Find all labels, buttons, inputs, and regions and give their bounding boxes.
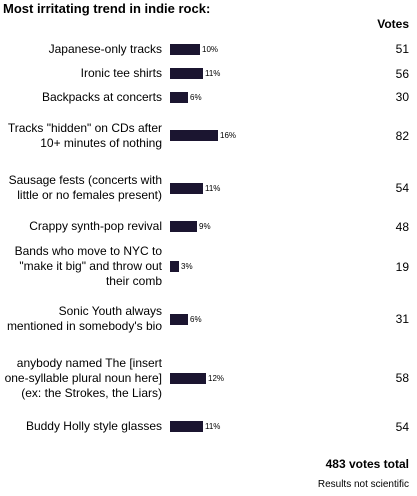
table-row: Tracks "hidden" on CDs after 10+ minutes… <box>0 109 417 162</box>
option-label-cell: Ironic tee shirts <box>0 62 162 85</box>
percent-label: 11% <box>205 422 221 431</box>
bar-cell: 6% <box>170 294 202 344</box>
percent-label: 11% <box>205 183 221 193</box>
result-bar <box>170 421 203 432</box>
vote-count: 30 <box>395 90 409 104</box>
vote-count: 54 <box>395 419 409 434</box>
bar-cell: 11% <box>170 412 220 441</box>
result-bar <box>170 313 188 325</box>
option-label-cell: Backpacks at concerts <box>0 85 162 109</box>
vote-count-cell: 31 <box>396 294 409 344</box>
results-footnote: Results not scientific <box>317 479 409 490</box>
percent-label: 16% <box>220 131 237 140</box>
votes-column-header: Votes <box>377 17 409 31</box>
table-row: Sonic Youth always mentioned in somebody… <box>0 294 417 344</box>
option-label: Bands who move to NYC to "make it big" a… <box>14 244 162 288</box>
option-label-cell: Buddy Holly style glasses <box>0 412 162 441</box>
option-label: Backpacks at concerts <box>41 89 162 104</box>
option-label-cell: Tracks "hidden" on CDs after 10+ minutes… <box>0 109 162 162</box>
option-label-cell: Crappy synth-pop revival <box>0 214 162 239</box>
vote-count-cell: 19 <box>396 239 409 294</box>
option-label: Buddy Holly style glasses <box>25 419 162 433</box>
table-row: Buddy Holly style glasses 11% 54 <box>0 412 417 441</box>
percent-label: 3% <box>181 262 193 271</box>
option-label: anybody named The [insert one-syllable p… <box>4 355 162 400</box>
vote-count: 51 <box>395 42 409 56</box>
table-row: Sausage fests (concerts with little or n… <box>0 162 417 214</box>
table-row: Japanese-only tracks 10% 51 <box>0 36 417 62</box>
vote-count-cell: 56 <box>396 62 409 85</box>
option-label-cell: Sonic Youth always mentioned in somebody… <box>0 294 162 344</box>
bar-cell: 6% <box>170 85 202 109</box>
vote-count: 58 <box>395 371 409 385</box>
result-bar <box>170 372 206 384</box>
vote-count: 48 <box>395 219 409 234</box>
poll-title: Most irritating trend in indie rock: <box>3 1 211 16</box>
vote-count: 56 <box>395 66 409 81</box>
vote-count-cell: 48 <box>396 214 409 239</box>
vote-count: 31 <box>395 312 409 326</box>
option-label: Crappy synth-pop revival <box>29 219 162 233</box>
option-label: Sausage fests (concerts with little or n… <box>8 173 162 202</box>
vote-count-cell: 30 <box>396 85 409 109</box>
bar-cell: 12% <box>170 344 224 412</box>
option-label: Tracks "hidden" on CDs after 10+ minutes… <box>7 120 162 150</box>
bar-cell: 11% <box>170 162 220 214</box>
table-row: Ironic tee shirts 11% 56 <box>0 62 417 85</box>
option-label-cell: Bands who move to NYC to "make it big" a… <box>0 239 162 294</box>
vote-count: 82 <box>395 128 409 143</box>
option-label-cell: Japanese-only tracks <box>0 36 162 62</box>
vote-count: 54 <box>395 181 409 195</box>
poll-results: Japanese-only tracks 10% 51 Ironic tee shir… <box>0 36 417 441</box>
table-row: Crappy synth-pop revival 9% 48 <box>0 214 417 239</box>
result-bar <box>170 261 179 272</box>
result-bar <box>170 43 200 55</box>
option-label-cell: anybody named The [insert one-syllable p… <box>0 344 162 412</box>
option-label-cell: Sausage fests (concerts with little or n… <box>0 162 162 214</box>
table-row: Backpacks at concerts 6% 30 <box>0 85 417 109</box>
result-bar <box>170 182 203 194</box>
percent-label: 12% <box>208 373 225 383</box>
bar-cell: 11% <box>170 62 220 85</box>
option-label: Japanese-only tracks <box>48 41 162 56</box>
option-label: Sonic Youth always mentioned in somebody… <box>6 304 162 333</box>
percent-label: 10% <box>202 44 219 54</box>
vote-count-cell: 54 <box>396 412 409 441</box>
vote-count-cell: 54 <box>396 162 409 214</box>
result-bar <box>170 68 203 79</box>
table-row: anybody named The [insert one-syllable p… <box>0 344 417 412</box>
table-row: Bands who move to NYC to "make it big" a… <box>0 239 417 294</box>
total-votes: 483 votes total <box>325 457 409 471</box>
result-bar <box>170 221 197 232</box>
vote-count-cell: 58 <box>396 344 409 412</box>
option-label: Ironic tee shirts <box>80 66 162 80</box>
vote-count: 19 <box>395 259 409 274</box>
percent-label: 6% <box>190 314 202 324</box>
bar-cell: 16% <box>170 109 236 162</box>
percent-label: 11% <box>205 69 221 78</box>
vote-count-cell: 51 <box>396 36 409 62</box>
bar-cell: 9% <box>170 214 211 239</box>
percent-label: 6% <box>190 92 202 102</box>
result-bar <box>170 91 188 103</box>
vote-count-cell: 82 <box>396 109 409 162</box>
bar-cell: 10% <box>170 36 218 62</box>
bar-cell: 3% <box>170 239 193 294</box>
percent-label: 9% <box>199 222 211 231</box>
result-bar <box>170 130 218 141</box>
